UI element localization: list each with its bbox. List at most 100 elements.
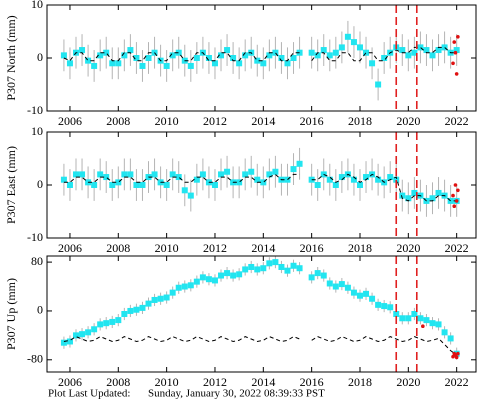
observation <box>248 263 255 270</box>
observation <box>266 260 273 267</box>
x-tick-label: 2006 <box>58 241 82 255</box>
observation <box>332 49 339 56</box>
observation <box>145 55 152 61</box>
observation <box>115 60 122 67</box>
observation <box>308 176 315 183</box>
observation <box>73 332 80 339</box>
observation <box>66 338 73 345</box>
observation <box>218 52 225 59</box>
observation <box>79 171 86 178</box>
observation <box>139 62 146 69</box>
observation <box>133 55 140 61</box>
observation <box>320 47 327 54</box>
recent-point <box>454 355 459 360</box>
observation <box>381 55 388 61</box>
observation <box>109 318 116 325</box>
recent-point <box>451 61 455 66</box>
observation <box>139 304 146 311</box>
observation <box>272 168 279 175</box>
observation <box>308 274 315 281</box>
observation <box>260 60 267 67</box>
observation <box>211 182 218 188</box>
observation <box>175 284 182 291</box>
observation <box>151 296 158 303</box>
observation <box>290 262 297 269</box>
observation <box>115 317 122 324</box>
footer-date: Sunday, January 30, 2022 08:39:33 PST <box>148 388 325 400</box>
observation <box>260 265 267 272</box>
x-tick-label: 2022 <box>445 241 469 255</box>
observation <box>211 277 218 284</box>
observation <box>73 171 80 178</box>
x-tick-label: 2008 <box>106 114 130 128</box>
observation <box>133 306 140 313</box>
observation <box>375 81 382 88</box>
x-tick-label: 2012 <box>203 375 227 389</box>
recent-point <box>451 193 455 198</box>
observation <box>199 171 206 178</box>
observation <box>350 289 357 296</box>
observation <box>369 60 376 67</box>
observation <box>91 62 98 69</box>
observation <box>350 176 357 183</box>
observation <box>133 182 140 188</box>
observation <box>429 320 436 327</box>
observation <box>266 52 273 59</box>
observation <box>314 182 321 188</box>
observation <box>356 292 363 299</box>
observation <box>278 263 285 270</box>
observation <box>60 339 67 346</box>
recent-point <box>452 204 457 208</box>
observation <box>109 60 116 67</box>
observation <box>447 197 454 204</box>
observation <box>338 44 345 51</box>
x-tick-label: 2018 <box>348 241 372 255</box>
x-tick-label: 2010 <box>155 241 179 255</box>
observation <box>441 329 448 336</box>
observation <box>326 176 333 183</box>
observation <box>405 195 412 202</box>
observation <box>66 60 73 67</box>
observation <box>284 176 291 183</box>
y-tick-label: 80 <box>31 254 43 268</box>
observation <box>139 182 146 188</box>
observation <box>97 52 104 59</box>
observation <box>224 47 231 54</box>
x-tick-label: 2022 <box>445 375 469 389</box>
y-axis-label: P307 East (mm) <box>4 146 18 224</box>
x-tick-label: 2012 <box>203 114 227 128</box>
observation <box>127 171 134 178</box>
observation <box>453 47 460 54</box>
observation <box>199 274 206 281</box>
observation <box>411 311 418 317</box>
observation <box>254 266 261 273</box>
observation <box>290 55 297 61</box>
observation <box>393 311 400 317</box>
observation <box>193 278 200 285</box>
x-tick-label: 2014 <box>251 241 275 255</box>
observation <box>163 62 170 69</box>
observation <box>447 335 454 342</box>
model-line <box>63 173 457 202</box>
observation <box>260 179 267 186</box>
x-tick-label: 2018 <box>348 114 372 128</box>
observation <box>254 57 261 64</box>
x-tick-label: 2020 <box>396 114 420 128</box>
observation <box>399 315 406 322</box>
observation <box>308 49 315 56</box>
observation <box>284 60 291 67</box>
observation <box>121 311 128 317</box>
observation <box>411 189 418 196</box>
observation <box>441 44 448 51</box>
observation <box>278 55 285 61</box>
observation <box>314 52 321 59</box>
observation <box>163 294 170 301</box>
observation <box>296 160 303 167</box>
x-tick-label: 2006 <box>58 375 82 389</box>
observation <box>296 265 303 272</box>
observation <box>127 47 134 54</box>
x-tick-label: 2012 <box>203 241 227 255</box>
observation <box>272 259 279 266</box>
y-tick-label: 10 <box>31 0 43 11</box>
observation <box>236 271 243 278</box>
